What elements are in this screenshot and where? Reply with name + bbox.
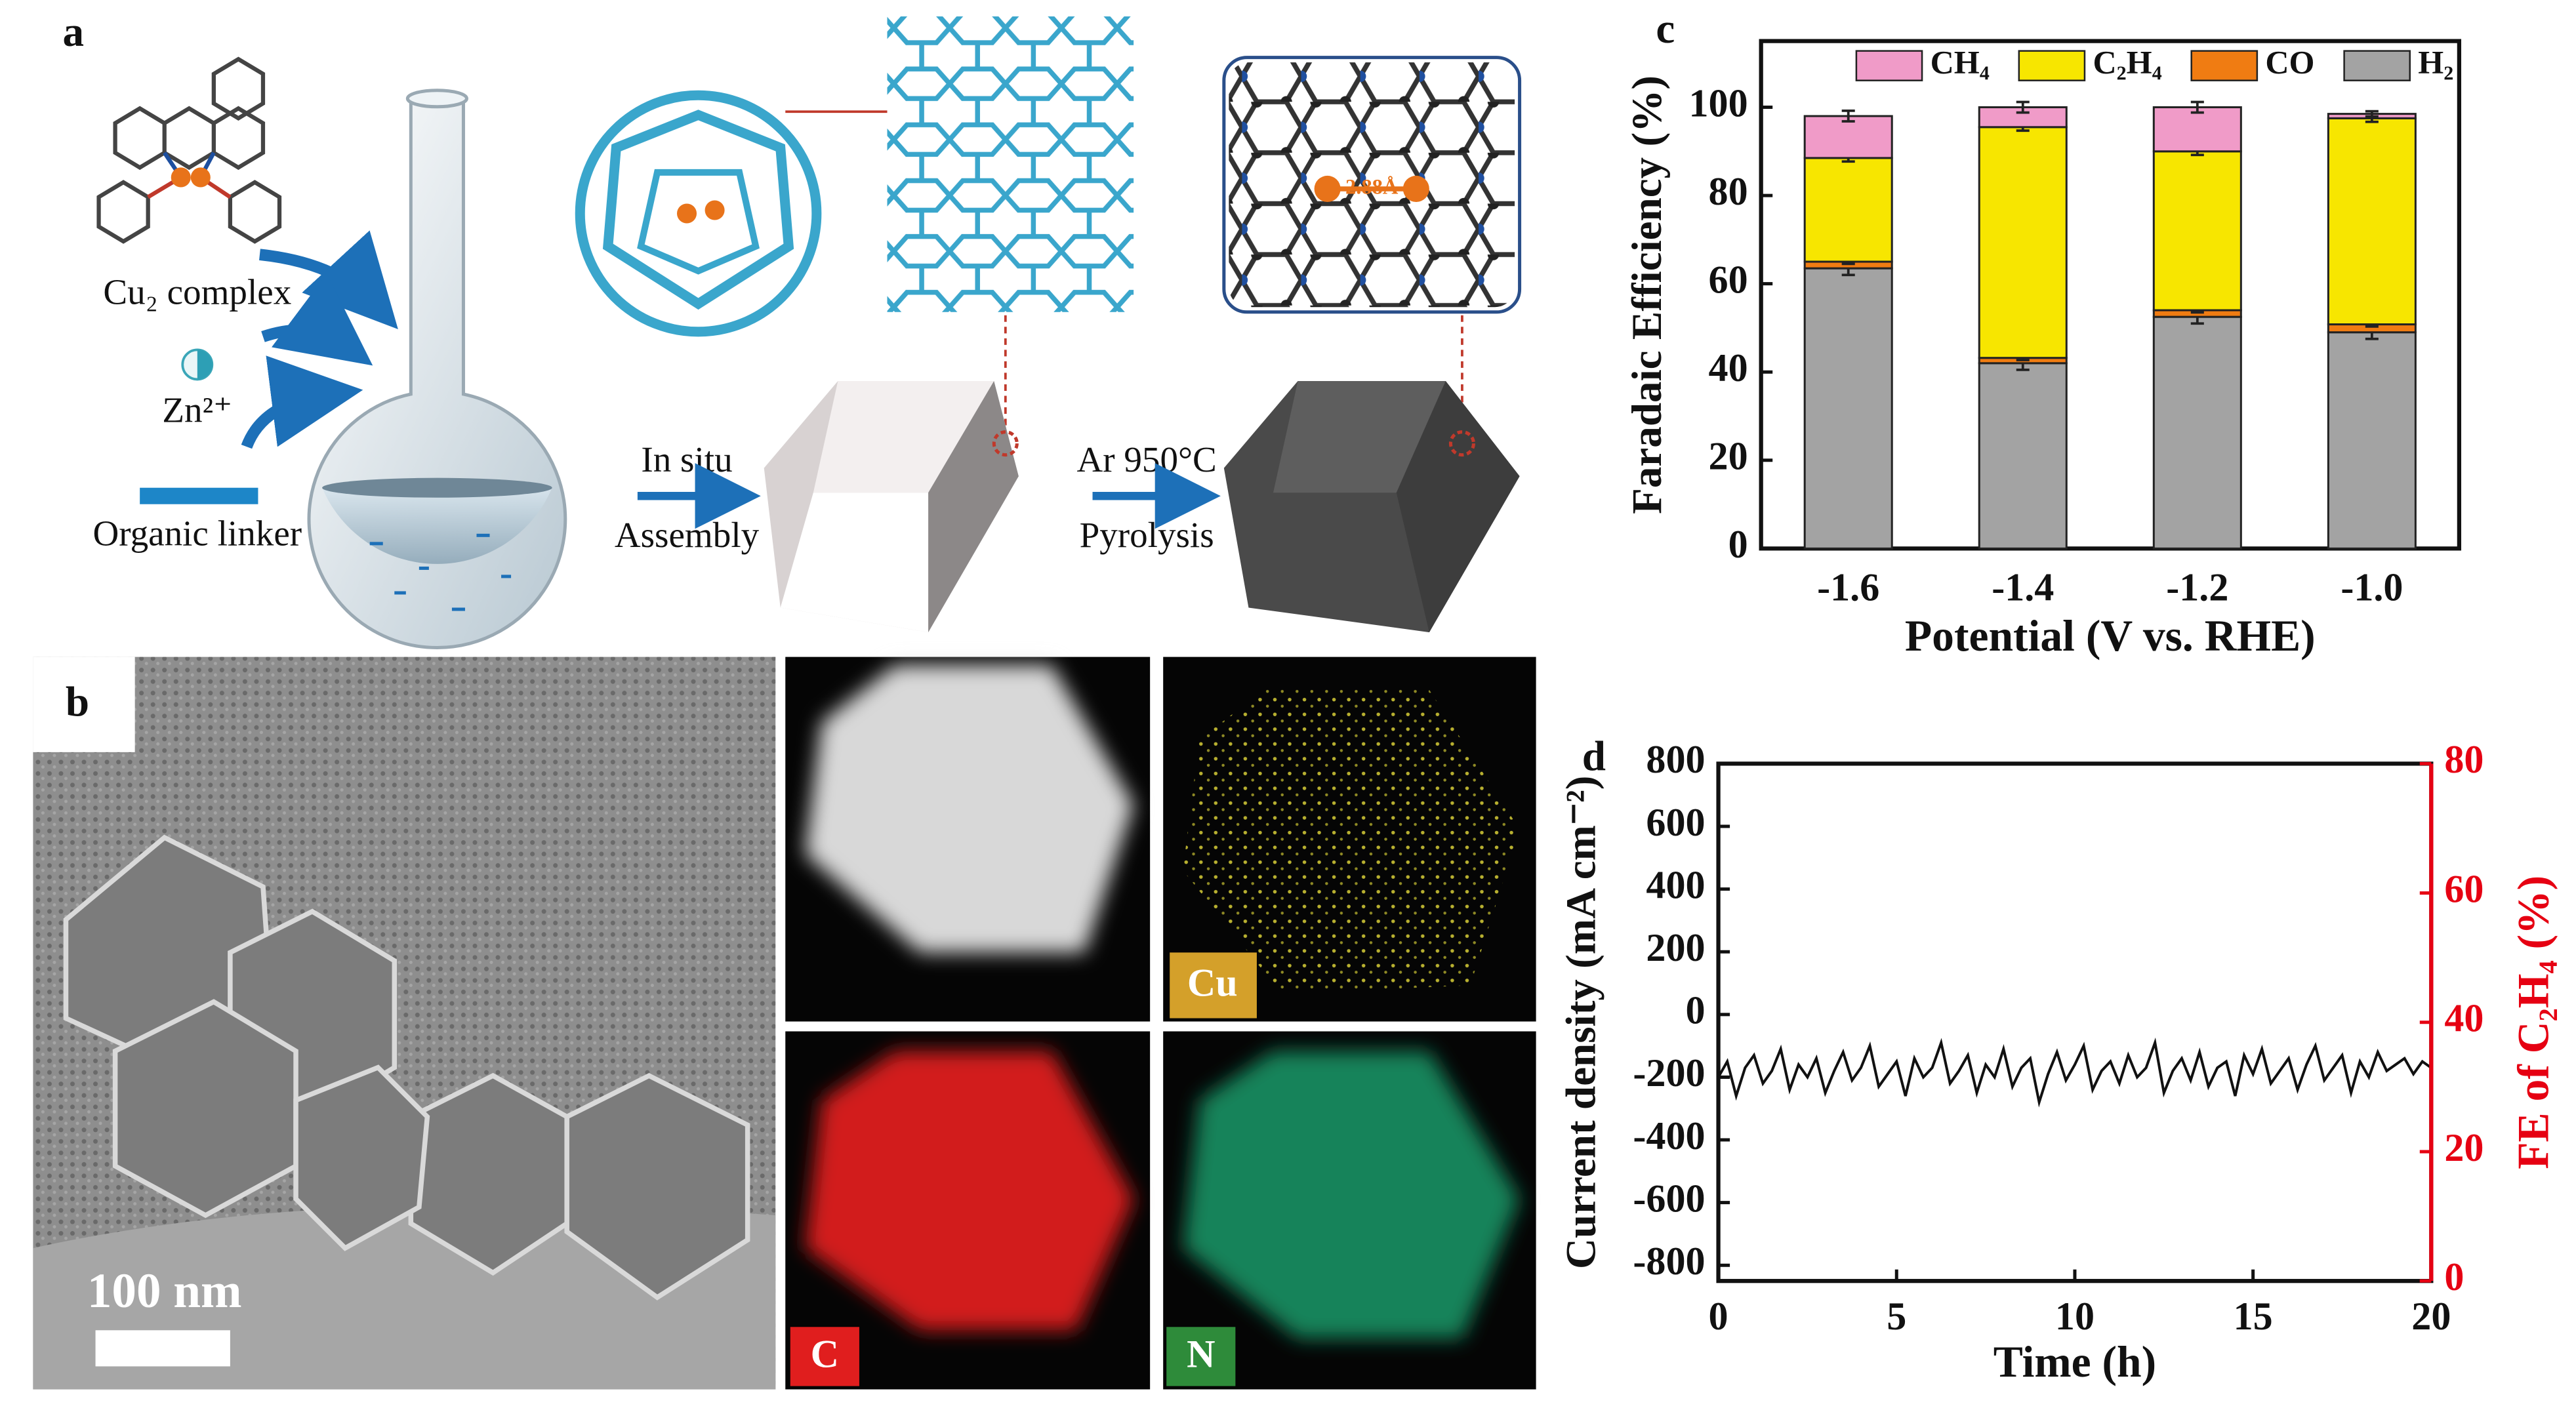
bar-segment	[2327, 331, 2417, 550]
label-patch	[33, 656, 135, 752]
panel-label: a	[62, 9, 84, 56]
legend-swatch	[2018, 50, 2086, 81]
error-bar	[2190, 100, 2204, 114]
map-label: C	[811, 1332, 839, 1376]
y-tick-label: 20	[1709, 434, 1748, 478]
legend-swatch	[1855, 50, 1923, 81]
y2-tick-label: 60	[2444, 866, 2484, 910]
legend-label: CO	[2265, 44, 2314, 81]
y-tick-label: 0	[1685, 988, 1705, 1032]
bar-segment	[1803, 267, 1893, 550]
micrograph-panel: b 100 nm Cu C N	[33, 656, 1536, 1390]
bar-segment	[2327, 117, 2417, 326]
y-tick-label: 800	[1646, 737, 1705, 781]
haadf-particle	[805, 665, 1134, 953]
complex-label: Cu₂ complex	[103, 272, 291, 312]
data-line	[1717, 1038, 2432, 1108]
map-tag	[1170, 952, 1257, 1019]
x-axis-title: Potential (V vs. RHE)	[1905, 611, 2316, 660]
x-tick-label: -1.0	[2341, 565, 2403, 609]
y-tick-label: 40	[1709, 346, 1748, 390]
error-bar	[2016, 100, 2030, 114]
x-tick-label: 15	[2234, 1294, 2273, 1338]
y-tick-label: -600	[1633, 1176, 1705, 1220]
y2-tick-label: 80	[2444, 737, 2484, 781]
flask	[307, 89, 567, 649]
step-label: Pyrolysis	[1080, 515, 1214, 555]
legend-swatch	[2190, 50, 2259, 81]
step-label: Ar 950°C	[1077, 439, 1217, 479]
arrows	[241, 230, 398, 449]
y-tick-label: 0	[1728, 522, 1748, 566]
map-tag	[790, 1327, 859, 1386]
x-axis-title: Time (h)	[1993, 1337, 2156, 1386]
x-tick-label: 0	[1709, 1294, 1728, 1338]
sem-particles	[63, 834, 750, 1301]
bar-segment	[2152, 150, 2242, 312]
y2-tick-label: 0	[2444, 1255, 2464, 1299]
x-tick-label: 5	[1887, 1294, 1906, 1338]
x-tick-label: -1.4	[1992, 565, 2054, 609]
y2-tick-label: 40	[2444, 996, 2484, 1040]
y-tick-label: -400	[1633, 1114, 1705, 1158]
crystal-pyrolyzed	[1223, 380, 1520, 633]
step-label: Assembly	[615, 515, 760, 555]
panel-label: c	[1656, 5, 1675, 52]
y-axis-title: Faradaic Efficiency (%)	[1624, 75, 1671, 514]
molecule-drawing	[96, 56, 282, 244]
bar-segment	[1978, 362, 2068, 550]
legend-label: C₂H₄	[2093, 44, 2161, 81]
y-tick-label: 400	[1646, 862, 1705, 906]
map-label: Cu	[1187, 961, 1238, 1005]
error-bar	[2365, 110, 2379, 118]
bar-segment	[2152, 315, 2242, 550]
y-tick-label: 100	[1689, 81, 1748, 125]
framework-lattice	[887, 16, 1134, 312]
map-label: N	[1187, 1332, 1215, 1376]
ion-icon-half	[197, 350, 213, 380]
graphene-inset	[1222, 56, 1522, 314]
y-tick-label: -200	[1633, 1051, 1705, 1095]
scale-bar	[95, 1330, 230, 1367]
panel-label: d	[1582, 733, 1606, 780]
x-tick-label: -1.6	[1817, 565, 1879, 609]
panel-label: b	[66, 679, 89, 726]
map-tag	[1166, 1327, 1236, 1386]
plot-frame	[1716, 761, 2434, 1283]
distance-label: 2.88Å	[1345, 175, 1399, 199]
x-tick-label: 10	[2055, 1294, 2095, 1338]
linker-icon	[140, 487, 258, 504]
step-label: In situ	[641, 439, 732, 479]
cu-signal	[1183, 689, 1520, 994]
y2-axis-title: FE of C₂H₄ (%)	[2509, 876, 2558, 1169]
cage-structure	[575, 90, 822, 337]
x-tick-label: -1.2	[2166, 565, 2228, 609]
y2-tick-label: 20	[2444, 1125, 2484, 1169]
plot-frame	[1759, 39, 2462, 551]
legend-label: CH₄	[1931, 44, 1990, 81]
y-axis-title: Current density (mA cm⁻²)	[1558, 776, 1605, 1269]
bar-segment	[1978, 126, 2068, 359]
n-signal	[1183, 1051, 1520, 1339]
y-tick-label: 60	[1709, 257, 1748, 301]
y-tick-label: 600	[1646, 800, 1705, 844]
x-tick-label: 20	[2411, 1294, 2451, 1338]
y-tick-label: -800	[1633, 1239, 1705, 1283]
linker-label: Organic linker	[92, 513, 302, 553]
legend-label: H₂	[2418, 44, 2453, 81]
c-signal	[805, 1051, 1134, 1331]
legend-swatch	[2343, 50, 2411, 81]
ion-label: Zn²⁺	[162, 390, 232, 430]
bar-segment	[1803, 157, 1893, 263]
bar-segment	[2152, 106, 2242, 153]
y-tick-label: 200	[1646, 925, 1705, 969]
schematic-panel: a Cu₂ complex Zn²⁺ Organic linker	[62, 9, 1522, 649]
crystal-precursor	[764, 380, 1019, 633]
y-tick-label: 80	[1709, 169, 1748, 213]
error-bar	[1841, 110, 1855, 123]
scale-label: 100 nm	[87, 1264, 242, 1318]
